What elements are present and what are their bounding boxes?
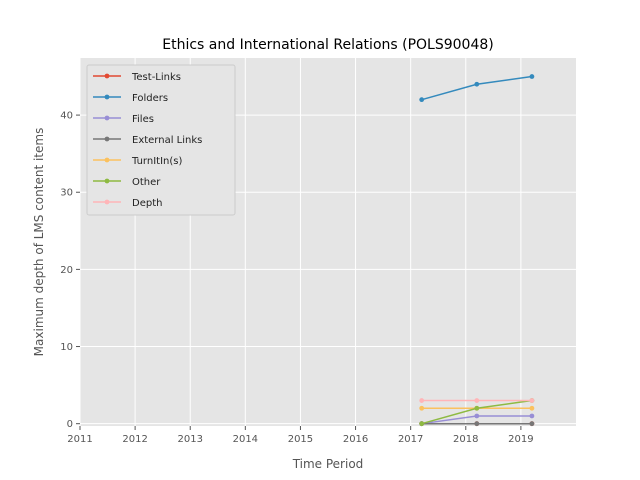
legend-item: Other: [93, 177, 161, 188]
data-point: [529, 413, 535, 419]
x-tick-label: 2019: [508, 434, 533, 445]
legend-item: External Links: [93, 135, 202, 146]
x-tick-label: 2013: [177, 434, 202, 445]
legend: Test-Links Folders Files External Links Turn…: [86, 64, 236, 216]
legend-marker: [104, 94, 110, 100]
legend-label: Test-Links: [131, 72, 181, 83]
x-tick-label: 2014: [233, 434, 258, 445]
x-tick-label: 2016: [343, 434, 368, 445]
legend-label: Files: [132, 114, 154, 125]
legend-item: Test-Links: [93, 72, 181, 83]
legend-label: External Links: [132, 135, 202, 146]
data-point: [419, 398, 425, 403]
data-point: [419, 97, 425, 103]
legend-marker: [104, 136, 110, 142]
chart-title: Ethics and International Relations (POLS…: [162, 37, 493, 53]
y-tick-label: 30: [60, 188, 73, 199]
legend-label: Depth: [132, 198, 162, 209]
data-point: [529, 74, 535, 79]
y-axis-label: Maximum depth of LMS content items: [32, 128, 46, 357]
x-tick-label: 2011: [67, 434, 92, 445]
data-point: [529, 405, 535, 411]
legend-marker: [104, 157, 110, 163]
axis-ticks: 2011 2012 2013 2014 2015 2016 2017 2018 2019 0 10 2…: [60, 111, 533, 445]
data-point: [419, 405, 425, 411]
data-point: [474, 421, 480, 427]
legend-marker: [104, 115, 110, 121]
data-point: [529, 398, 535, 403]
legend-label: Other: [132, 177, 161, 188]
legend-box: [86, 64, 236, 216]
legend-label: Folders: [132, 93, 168, 104]
legend-item: TurnItIn(s): [93, 156, 182, 167]
data-point: [474, 413, 480, 419]
data-point: [529, 421, 535, 427]
y-tick-label: 10: [60, 342, 73, 353]
x-tick-label: 2017: [398, 434, 423, 445]
legend-marker: [104, 178, 110, 184]
data-point: [474, 405, 480, 411]
legend-marker: [104, 73, 110, 79]
y-tick-label: 0: [67, 419, 73, 430]
data-point: [474, 81, 480, 87]
x-axis-label: Time Period: [292, 457, 364, 471]
x-tick-label: 2018: [453, 434, 478, 445]
y-tick-label: 40: [60, 111, 73, 122]
series-depth: [419, 398, 535, 403]
x-tick-label: 2012: [122, 434, 147, 445]
series-folders: [419, 74, 535, 103]
legend-marker: [104, 199, 110, 205]
legend-item: Depth: [93, 198, 162, 209]
legend-item: Files: [93, 114, 154, 125]
x-tick-label: 2015: [288, 434, 313, 445]
data-point: [419, 421, 425, 427]
legend-item: Folders: [93, 93, 168, 104]
series-layer: [419, 74, 535, 427]
data-point: [474, 398, 480, 403]
legend-label: TurnItIn(s): [131, 156, 182, 167]
y-tick-label: 20: [60, 265, 73, 276]
